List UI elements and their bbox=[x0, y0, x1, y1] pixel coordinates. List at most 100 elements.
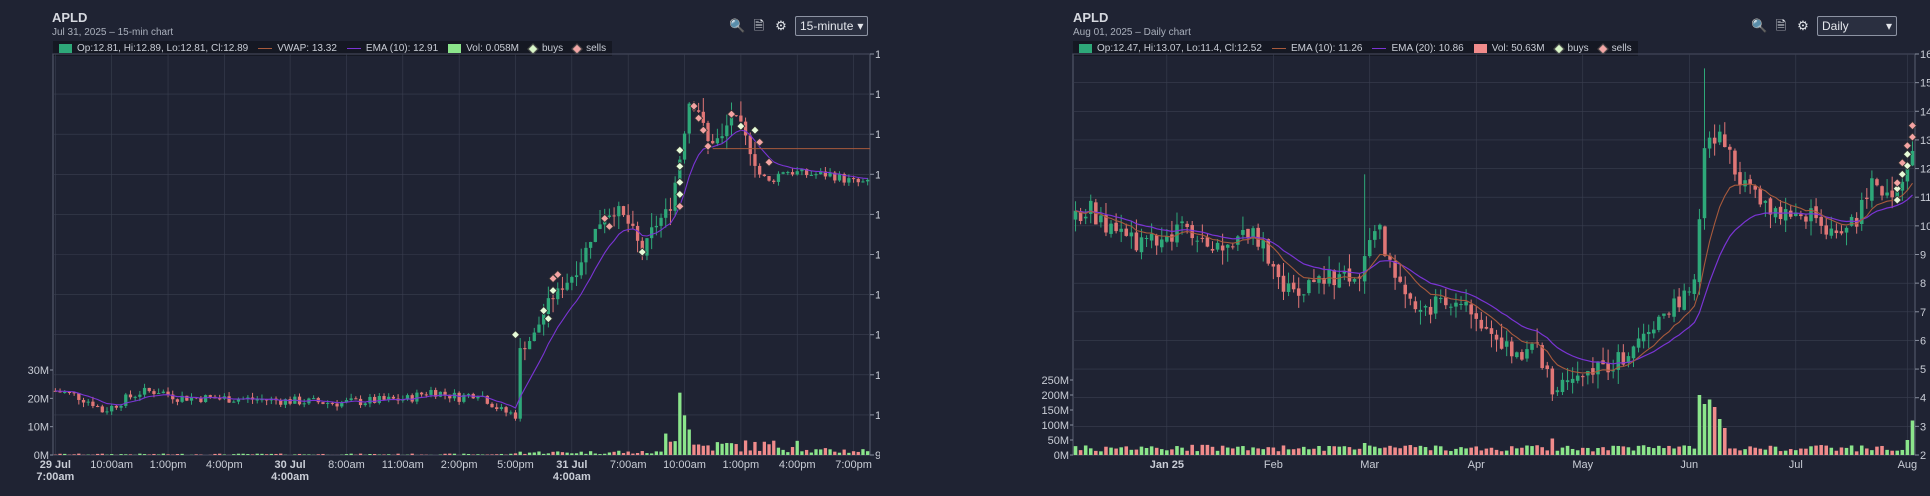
volume-bar bbox=[1484, 448, 1489, 455]
candle-body bbox=[1291, 282, 1296, 290]
volume-bar bbox=[1555, 450, 1560, 455]
volume-bar bbox=[1667, 445, 1671, 455]
volume-bar bbox=[654, 451, 659, 455]
candle-body bbox=[1525, 349, 1529, 359]
candle-body bbox=[1276, 264, 1281, 278]
candle-body bbox=[1195, 240, 1200, 242]
candle-body bbox=[645, 238, 649, 256]
volume-bar bbox=[1119, 447, 1123, 455]
volume-bar bbox=[847, 452, 851, 455]
volume-bar bbox=[452, 453, 457, 455]
time-tick-label: May bbox=[1572, 459, 1593, 471]
candle-body bbox=[1119, 228, 1123, 232]
volume-bar bbox=[701, 445, 705, 455]
candle-body bbox=[856, 178, 860, 183]
document-icon[interactable]: 🗎 bbox=[753, 18, 765, 33]
document-icon[interactable]: 🗎 bbox=[1775, 18, 1787, 33]
volume-bar bbox=[523, 453, 527, 455]
candle-body bbox=[682, 133, 687, 160]
candle-body bbox=[1352, 279, 1357, 282]
sell-marker bbox=[1902, 141, 1912, 151]
volume-bar bbox=[1291, 449, 1296, 455]
volume-bar bbox=[790, 447, 795, 455]
chart-controls: 🔍 🗎 ⚙ Daily ▾ bbox=[1751, 16, 1897, 36]
sell-marker bbox=[698, 125, 708, 135]
candle-body bbox=[1154, 235, 1159, 246]
candle-body bbox=[1890, 190, 1894, 198]
candle-body bbox=[748, 135, 752, 155]
candle-body bbox=[1662, 313, 1666, 316]
gear-icon[interactable]: ⚙ bbox=[1797, 18, 1809, 33]
candle-body bbox=[1418, 309, 1423, 312]
daily-chart-canvas[interactable]: 2 3 4 5 6 7 8 9 10 11 12 13 14 15 16 0M 50M 100M 150M 200M 2… bbox=[1020, 0, 1930, 496]
buy-marker bbox=[675, 189, 685, 199]
time-tick-label: 1:00pm bbox=[150, 459, 187, 471]
candle-body bbox=[1885, 192, 1889, 196]
sell-marker bbox=[755, 137, 765, 147]
volume-bar bbox=[828, 449, 832, 455]
volume-bar bbox=[1535, 445, 1539, 455]
volume-bar bbox=[1905, 440, 1910, 455]
candle-body bbox=[579, 262, 583, 276]
volume-bar bbox=[556, 451, 560, 455]
sell-marker bbox=[600, 213, 610, 223]
candle-body bbox=[1753, 185, 1757, 190]
volume-bar bbox=[63, 453, 67, 455]
price-tick-label: 14.0 bbox=[875, 89, 880, 101]
candle-body bbox=[739, 115, 743, 122]
candle-body bbox=[1723, 134, 1727, 148]
candle-body bbox=[189, 397, 194, 401]
zoom-icon[interactable]: 🔍 bbox=[729, 18, 746, 33]
candle-body bbox=[1302, 294, 1306, 296]
volume-bar bbox=[1165, 450, 1169, 455]
zoom-icon[interactable]: 🔍 bbox=[1751, 18, 1768, 33]
candle-body bbox=[1236, 236, 1240, 245]
volume-bar bbox=[851, 451, 856, 455]
candle-body bbox=[443, 391, 447, 395]
candle-body bbox=[542, 313, 546, 325]
volume-bar bbox=[1327, 446, 1331, 455]
volume-bar bbox=[1134, 449, 1139, 455]
volume-bar bbox=[462, 453, 466, 455]
candle-body bbox=[424, 394, 428, 396]
volume-bar bbox=[795, 440, 799, 455]
volume-bar bbox=[687, 429, 691, 455]
sell-marker bbox=[1892, 178, 1902, 188]
candle-body bbox=[706, 122, 710, 141]
candle-body bbox=[410, 395, 414, 402]
volume-bar bbox=[739, 451, 743, 455]
time-tick-label: 7:00am bbox=[610, 459, 647, 471]
candle-body bbox=[1246, 228, 1250, 239]
candle-body bbox=[701, 111, 705, 123]
volume-bar bbox=[856, 451, 860, 455]
volume-bar bbox=[1540, 447, 1544, 455]
candle-body bbox=[1591, 368, 1595, 375]
candle-body bbox=[729, 115, 734, 126]
candle-body bbox=[490, 403, 494, 408]
candle-body bbox=[1844, 227, 1849, 233]
volume-bar bbox=[1875, 446, 1879, 455]
candle-body bbox=[861, 181, 865, 183]
candle-body bbox=[565, 282, 569, 290]
sell-marker bbox=[604, 221, 614, 231]
volume-bar bbox=[443, 453, 447, 455]
volume-swatch bbox=[448, 44, 462, 53]
volume-bar bbox=[842, 449, 846, 455]
candle-body bbox=[635, 225, 640, 241]
gear-icon[interactable]: ⚙ bbox=[775, 18, 787, 33]
vwap-line-swatch bbox=[258, 48, 273, 49]
volume-bar bbox=[1768, 445, 1773, 455]
interval-select[interactable]: 15-minute ▾ bbox=[795, 16, 869, 36]
candle-body bbox=[326, 402, 330, 404]
price-tick-label: 15 bbox=[1920, 78, 1930, 90]
volume-bar bbox=[1144, 447, 1149, 455]
candle-body bbox=[795, 171, 799, 175]
candle-body bbox=[1423, 306, 1428, 308]
candle-body bbox=[114, 405, 119, 408]
candle-body bbox=[664, 209, 668, 218]
interval-select[interactable]: Daily ▾ bbox=[1817, 16, 1897, 36]
candle-body bbox=[1834, 230, 1839, 234]
volume-bar bbox=[1185, 450, 1189, 455]
candle-body bbox=[1454, 302, 1458, 307]
intraday-chart-canvas[interactable]: 9.5 10.0 10.5 11.0 11.5 12.0 12.5 13.0 13.5 14.0 1… bbox=[0, 0, 880, 496]
